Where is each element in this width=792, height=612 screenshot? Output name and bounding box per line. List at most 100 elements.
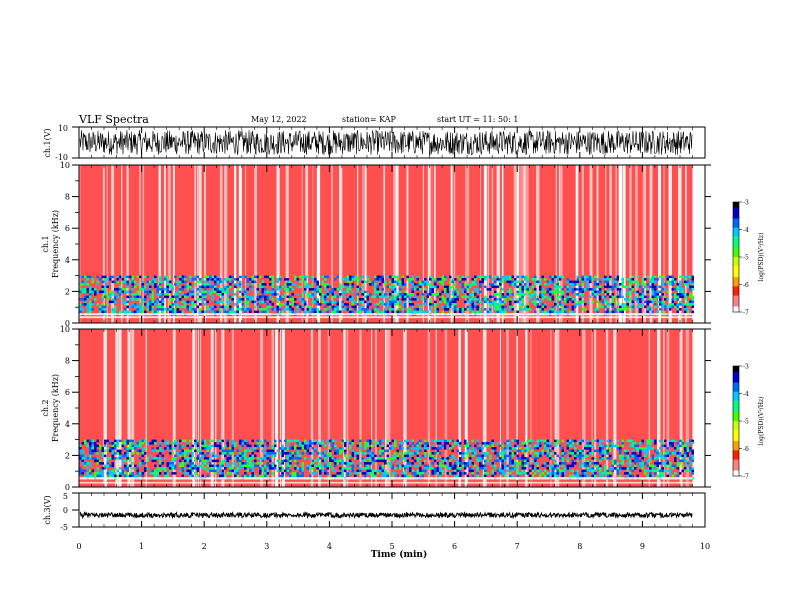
spectrogram-cell bbox=[556, 472, 559, 475]
spectrogram-cell bbox=[259, 283, 262, 286]
spectrogram-cell bbox=[564, 285, 567, 289]
spectrogram-cell bbox=[479, 464, 482, 468]
spectrogram-cell bbox=[311, 464, 314, 468]
spectrogram-cell bbox=[159, 305, 162, 309]
spectrogram-cell bbox=[189, 293, 192, 296]
spectrogram-cell bbox=[481, 464, 484, 468]
spectrogram-cell bbox=[194, 275, 197, 279]
spectrogram-cell bbox=[294, 447, 297, 450]
spectrogram-gap bbox=[231, 329, 234, 487]
spectrogram-cell bbox=[571, 452, 574, 455]
spectrogram-gap bbox=[388, 329, 391, 487]
spectrogram-cell bbox=[529, 474, 532, 478]
spectrogram-cell bbox=[129, 295, 132, 299]
spectrogram-cell bbox=[386, 457, 389, 460]
spectrogram-cell bbox=[124, 447, 127, 450]
spectrogram-cell bbox=[166, 290, 169, 294]
spectrogram-cell bbox=[339, 295, 342, 299]
spectrogram-cell bbox=[451, 300, 454, 304]
spectrogram-cell bbox=[479, 447, 482, 450]
spectrogram-cell bbox=[154, 442, 157, 445]
spectrogram-cell bbox=[289, 308, 292, 311]
spectrogram-cell bbox=[239, 439, 242, 443]
spectrogram-cell bbox=[481, 452, 484, 455]
spectrogram-cell bbox=[474, 278, 477, 281]
spectrogram-cell bbox=[179, 288, 182, 291]
spectrogram-cell bbox=[114, 305, 117, 309]
spectrogram-cell bbox=[509, 300, 512, 304]
spectrogram-cell bbox=[586, 464, 589, 468]
spectrogram-cell bbox=[689, 447, 692, 450]
spectrogram-cell bbox=[146, 459, 149, 463]
spectrogram-cell bbox=[326, 442, 329, 445]
spectrogram-cell bbox=[529, 469, 532, 473]
spectrogram-gap bbox=[605, 329, 609, 487]
spectrogram-cell bbox=[559, 472, 562, 475]
spectrogram-cell bbox=[529, 288, 532, 291]
spectrogram-cell bbox=[589, 449, 592, 453]
spectrogram-cell bbox=[179, 305, 182, 309]
spectrogram-cell bbox=[421, 283, 424, 286]
spectrogram-cell bbox=[219, 467, 222, 470]
spectrogram-cell bbox=[626, 469, 629, 473]
spectrogram-cell bbox=[239, 300, 242, 304]
spectrogram-cell bbox=[496, 459, 499, 463]
spectrogram-cell bbox=[204, 457, 207, 460]
spectrogram-cell bbox=[291, 288, 294, 291]
spectrogram-cell bbox=[194, 310, 197, 314]
spectrogram-cell bbox=[286, 280, 289, 284]
spectrogram-cell bbox=[146, 467, 149, 470]
spectrogram-cell bbox=[459, 474, 462, 478]
spectrogram-cell bbox=[126, 474, 129, 478]
spectrogram-cell bbox=[484, 472, 487, 475]
spectrogram-cell bbox=[634, 457, 637, 460]
spectrogram-cell bbox=[516, 439, 519, 443]
spectrogram-cell bbox=[174, 444, 177, 448]
spectrogram-cell bbox=[311, 275, 314, 279]
spectrogram-cell bbox=[229, 467, 232, 470]
spectrogram-cell bbox=[89, 442, 92, 445]
spectrogram-cell bbox=[371, 454, 374, 458]
spectrogram-cell bbox=[291, 283, 294, 286]
spectrogram-cell bbox=[431, 452, 434, 455]
spectrogram-cell bbox=[551, 474, 554, 478]
spectrogram-cell bbox=[324, 472, 327, 475]
spectrogram-cell bbox=[579, 457, 582, 460]
spectrogram-cell bbox=[421, 474, 424, 478]
spectrogram-cell bbox=[491, 472, 494, 475]
spectrogram-cell bbox=[131, 454, 134, 458]
spectrogram-cell bbox=[626, 457, 629, 460]
spectrogram-cell bbox=[106, 462, 109, 465]
spectrogram-cell bbox=[646, 290, 649, 294]
spectrogram-cell bbox=[224, 310, 227, 314]
spectrogram-cell bbox=[394, 303, 397, 306]
spectrogram-cell bbox=[351, 467, 354, 470]
spectrogram-cell bbox=[644, 285, 647, 289]
spectrogram-cell bbox=[599, 285, 602, 289]
spectrogram-cell bbox=[664, 439, 667, 443]
spectrogram-cell bbox=[611, 444, 614, 448]
spectrogram-cell bbox=[126, 283, 129, 286]
spectrogram-cell bbox=[304, 285, 307, 289]
spectrogram-cell bbox=[254, 275, 257, 279]
spectrogram-cell bbox=[194, 449, 197, 453]
spectrogram-cell bbox=[499, 467, 502, 470]
spectrogram-cell bbox=[306, 447, 309, 450]
spectrogram-cell bbox=[489, 462, 492, 465]
spectrogram-cell bbox=[349, 295, 352, 299]
spectrogram-cell bbox=[551, 447, 554, 450]
spectrogram-cell bbox=[194, 278, 197, 281]
spectrogram-cell bbox=[604, 280, 607, 284]
spectrogram-cell bbox=[626, 303, 629, 306]
spectrogram-cell bbox=[271, 462, 274, 465]
spectrogram-cell bbox=[344, 467, 347, 470]
spectrogram-cell bbox=[639, 449, 642, 453]
spectrogram-cell bbox=[529, 293, 532, 296]
spectrogram-cell bbox=[141, 439, 144, 443]
spectrogram-cell bbox=[581, 462, 584, 465]
spectrogram-cell bbox=[649, 278, 652, 281]
spectrogram-cell bbox=[469, 444, 472, 448]
spectrogram-cell bbox=[461, 454, 464, 458]
spectrogram-cell bbox=[396, 474, 399, 478]
